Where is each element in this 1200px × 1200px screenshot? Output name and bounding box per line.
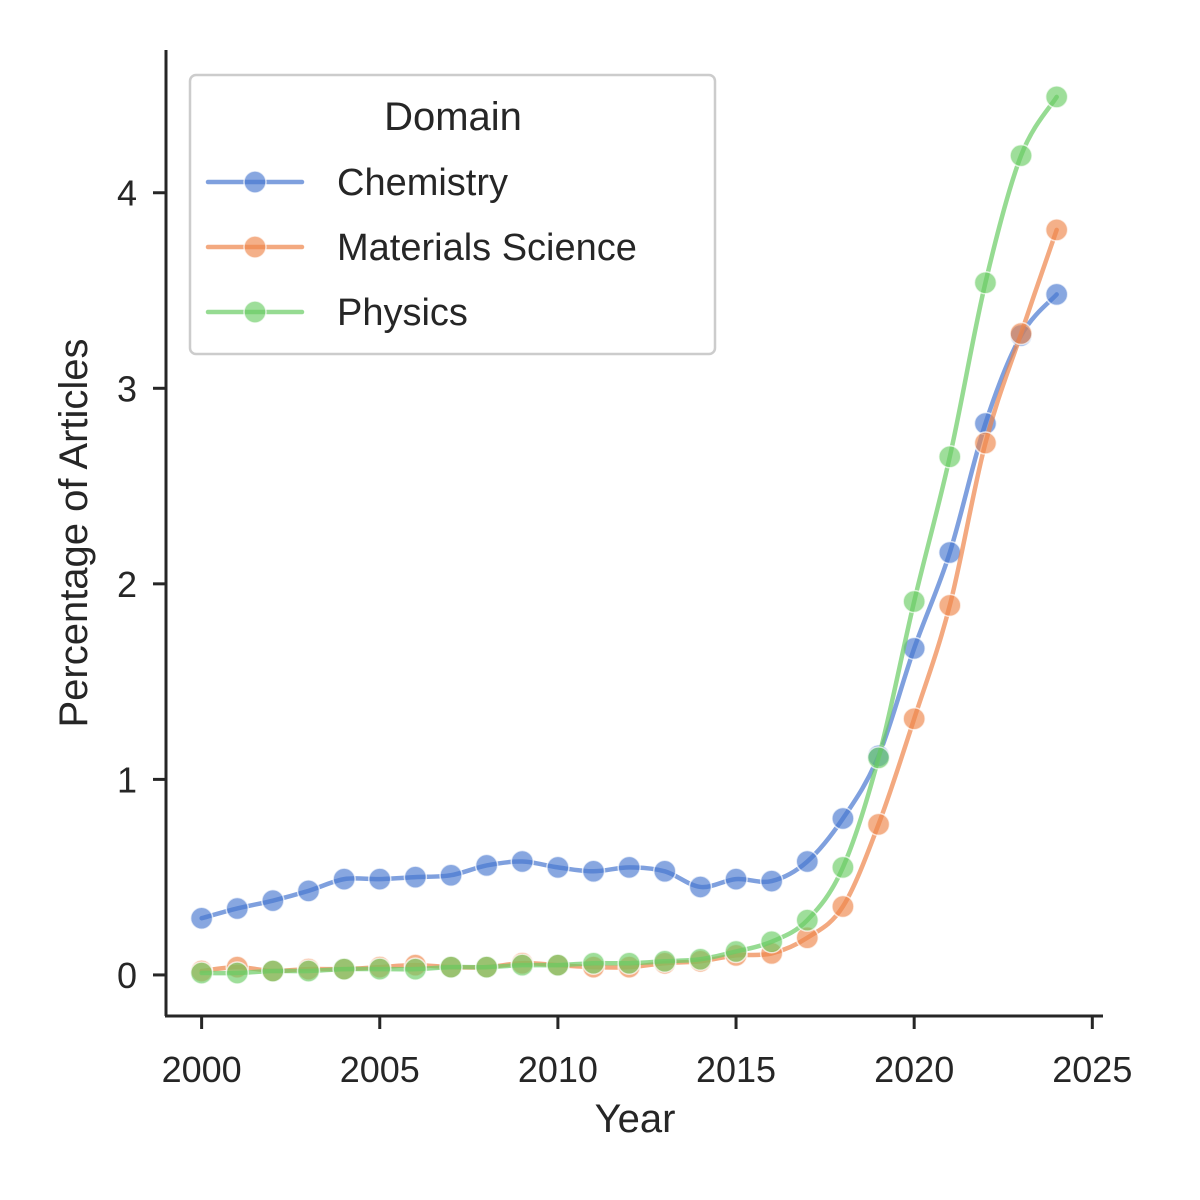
data-point-chemistry	[296, 879, 321, 903]
data-point-physics	[831, 855, 855, 880]
data-point-chemistry	[1044, 282, 1069, 307]
data-point-physics	[1009, 143, 1033, 168]
y-tick-label: 2	[117, 564, 137, 605]
data-point-physics	[795, 908, 820, 932]
data-point-chemistry	[617, 855, 641, 880]
data-point-materials-science	[866, 812, 891, 837]
data-point-physics	[866, 746, 891, 770]
data-point-physics	[759, 929, 784, 954]
y-tick-label: 0	[117, 955, 137, 996]
data-point-physics	[368, 957, 392, 981]
data-point-chemistry	[653, 859, 677, 884]
data-point-physics	[546, 953, 570, 977]
data-point-materials-science	[831, 894, 855, 919]
data-point-physics	[332, 957, 356, 981]
data-point-materials-science	[1044, 218, 1069, 242]
data-point-physics	[510, 953, 535, 977]
data-point-chemistry	[688, 875, 713, 899]
x-tick-label: 2010	[518, 1049, 598, 1090]
data-point-chemistry	[938, 540, 962, 565]
x-tick-label: 2015	[696, 1049, 776, 1090]
legend-label-chemistry: Chemistry	[337, 162, 508, 204]
data-point-physics	[1044, 85, 1069, 109]
legend-marker-physics	[243, 300, 267, 324]
data-point-chemistry	[724, 867, 748, 891]
data-point-physics	[688, 947, 713, 972]
data-point-physics	[581, 951, 606, 975]
data-point-materials-science	[938, 593, 962, 618]
x-tick-label: 2025	[1052, 1049, 1132, 1090]
data-point-materials-science	[973, 431, 998, 455]
series-physics	[189, 85, 1069, 985]
x-tick-label: 2005	[340, 1049, 420, 1090]
x-tick-label: 2020	[874, 1049, 954, 1090]
data-point-chemistry	[510, 849, 535, 874]
data-point-chemistry	[261, 888, 285, 913]
data-point-physics	[439, 955, 463, 979]
data-point-physics	[474, 955, 499, 979]
data-point-physics	[189, 961, 214, 985]
data-point-physics	[403, 957, 428, 981]
data-point-materials-science	[1009, 321, 1033, 346]
data-point-chemistry	[831, 806, 855, 831]
data-point-materials-science	[902, 707, 926, 731]
legend-entries: Chemistry Materials Science Physics	[205, 162, 637, 334]
x-tick-label: 2000	[162, 1049, 242, 1090]
y-axis-label: Percentage of Articles	[52, 338, 96, 727]
data-point-chemistry	[225, 896, 250, 921]
legend-entry-materials-science: Materials Science	[205, 227, 637, 269]
legend-marker-materials-science	[243, 235, 267, 259]
data-point-physics	[724, 939, 748, 964]
data-point-physics	[617, 951, 641, 975]
data-point-chemistry	[581, 859, 606, 884]
data-point-chemistry	[332, 867, 356, 891]
legend-label-materials-science: Materials Science	[337, 227, 637, 269]
y-tick-label: 3	[117, 368, 137, 409]
legend-entry-physics: Physics	[205, 292, 468, 334]
legend: Domain Chemistry Materials Science Physics	[188, 73, 717, 356]
y-tick-label: 1	[117, 759, 137, 800]
x-ticks: 2000 2005 2010 2015 2020 2025	[162, 1016, 1132, 1090]
data-point-chemistry	[368, 867, 392, 891]
data-point-physics	[653, 949, 677, 973]
data-point-physics	[938, 444, 962, 469]
data-point-chemistry	[795, 849, 820, 874]
legend-label-physics: Physics	[337, 292, 468, 334]
data-point-physics	[261, 959, 285, 983]
data-point-chemistry	[546, 855, 570, 880]
legend-marker-chemistry	[243, 170, 267, 194]
data-point-chemistry	[403, 865, 428, 889]
data-point-physics	[296, 959, 321, 983]
data-point-physics	[902, 589, 926, 614]
data-point-chemistry	[474, 853, 499, 878]
y-ticks: 0 1 2 3 4	[117, 173, 166, 996]
legend-title: Domain	[384, 95, 522, 139]
legend-box	[188, 73, 717, 356]
data-point-chemistry	[759, 869, 784, 893]
series-layer	[189, 85, 1069, 985]
data-point-chemistry	[439, 863, 463, 887]
y-tick-label: 4	[117, 173, 137, 214]
data-point-physics	[225, 961, 250, 985]
data-point-physics	[973, 270, 998, 295]
legend-entry-chemistry: Chemistry	[205, 162, 508, 204]
data-point-chemistry	[189, 906, 214, 930]
x-axis-label: Year	[595, 1097, 676, 1141]
